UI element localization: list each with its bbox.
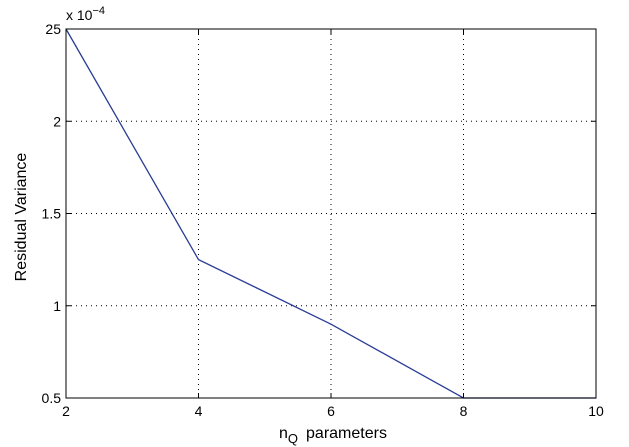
y-multiplier-exponent: −4 <box>92 5 105 17</box>
y-tick-label: 25 <box>45 21 61 37</box>
y-axis-label: Residual Variance <box>13 153 30 282</box>
x-axis-label-sub: Q <box>288 431 298 446</box>
x-tick-label: 8 <box>460 403 468 419</box>
y-tick-label: 1.5 <box>42 206 62 222</box>
x-tick-label: 6 <box>327 403 335 419</box>
x-axis-label-main: n <box>279 425 288 442</box>
x-tick-label: 2 <box>62 403 70 419</box>
y-tick-label: 0.5 <box>42 390 62 406</box>
y-tick-label: 2 <box>53 113 61 129</box>
y-tick-label: 1 <box>53 298 61 314</box>
x-tick-labels: 2 4 6 8 10 <box>62 403 604 419</box>
x-axis-label-rest: parameters <box>306 425 387 442</box>
x-axis-label: nQ parameters <box>279 425 387 446</box>
y-tick-labels: 0.5 1 1.5 2 25 <box>42 21 62 406</box>
grid-lines <box>66 29 596 398</box>
y-multiplier-base: x 10 <box>66 7 93 23</box>
y-multiplier: x 10−4 <box>66 5 105 23</box>
x-tick-label: 4 <box>195 403 203 419</box>
x-tick-label: 10 <box>588 403 604 419</box>
ticks <box>65 28 597 399</box>
